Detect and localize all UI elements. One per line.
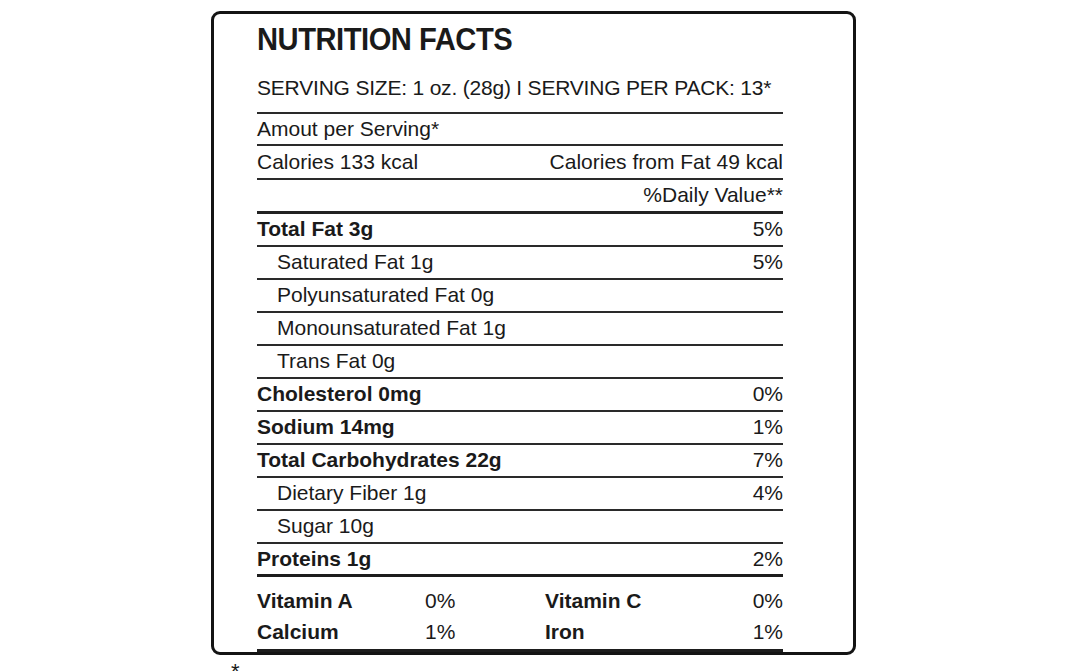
nutrient-value: 5%	[753, 214, 783, 245]
nutrient-name: Sodium 14mg	[257, 412, 395, 443]
nutrient-name: Proteins 1g	[257, 544, 371, 574]
nutrient-name: Total Fat 3g	[257, 214, 373, 245]
nutrient-name: Polyunsaturated Fat 0g	[257, 280, 494, 311]
nutrient-row: Dietary Fiber 1g 4%	[257, 478, 783, 511]
nutrient-row: Total Carbohydrates 22g 7%	[257, 445, 783, 478]
nutrient-row: Sugar 10g	[257, 511, 783, 544]
nutrient-row: Cholesterol 0mg 0%	[257, 379, 783, 412]
nutrient-name: Total Carbohydrates 22g	[257, 445, 502, 476]
micro-value: 1%	[425, 616, 545, 647]
micro-name: Vitamin C	[545, 585, 740, 616]
nutrient-name: Monounsaturated Fat 1g	[257, 313, 506, 344]
footnote-asterisk: *	[231, 659, 240, 671]
calories-from-fat-value: Calories from Fat 49 kcal	[550, 146, 783, 178]
nutrient-value: 5%	[753, 247, 783, 278]
nutrient-value: 0%	[753, 379, 783, 410]
nutrient-row: Proteins 1g 2%	[257, 544, 783, 577]
micro-value: 0%	[425, 585, 545, 616]
nutrient-value: 2%	[753, 544, 783, 574]
micro-value: 0%	[740, 585, 783, 616]
page-title: NUTRITION FACTS	[257, 23, 751, 57]
calories-value: Calories 133 kcal	[257, 146, 418, 178]
nutrient-row: Saturated Fat 1g 5%	[257, 247, 783, 280]
nutrient-name: Saturated Fat 1g	[257, 247, 433, 278]
calories-row: Calories 133 kcal Calories from Fat 49 k…	[257, 146, 783, 180]
nutrient-value: 7%	[753, 445, 783, 476]
nutrient-name: Cholesterol 0mg	[257, 379, 422, 410]
daily-value-header: %Daily Value**	[257, 180, 783, 214]
nutrient-value: 1%	[753, 412, 783, 443]
nutrient-row: Monounsaturated Fat 1g	[257, 313, 783, 346]
amount-per-serving-header: Amout per Serving*	[257, 114, 783, 146]
serving-size-line: SERVING SIZE: 1 oz. (28g) I SERVING PER …	[257, 75, 783, 101]
micro-name: Vitamin A	[257, 585, 425, 616]
nutrient-row: Total Fat 3g 5%	[257, 214, 783, 247]
nutrient-name: Dietary Fiber 1g	[257, 478, 426, 509]
nutrient-name: Sugar 10g	[257, 511, 374, 542]
nutrient-value: 4%	[753, 478, 783, 509]
micros-grid: Vitamin A0%Vitamin C0%Calcium1%Iron1%	[257, 585, 783, 647]
nutrition-facts-panel: NUTRITION FACTS SERVING SIZE: 1 oz. (28g…	[211, 11, 856, 655]
divider	[257, 649, 783, 652]
micro-name: Calcium	[257, 616, 425, 647]
nutrient-row: Polyunsaturated Fat 0g	[257, 280, 783, 313]
nutrient-row: Sodium 14mg 1%	[257, 412, 783, 445]
nutrient-rows: Total Fat 3g 5% Saturated Fat 1g 5% Polyunsa…	[257, 214, 783, 577]
micro-value: 1%	[740, 616, 783, 647]
nutrient-name: Trans Fat 0g	[257, 346, 395, 377]
micro-name: Iron	[545, 616, 740, 647]
nutrient-row: Trans Fat 0g	[257, 346, 783, 379]
